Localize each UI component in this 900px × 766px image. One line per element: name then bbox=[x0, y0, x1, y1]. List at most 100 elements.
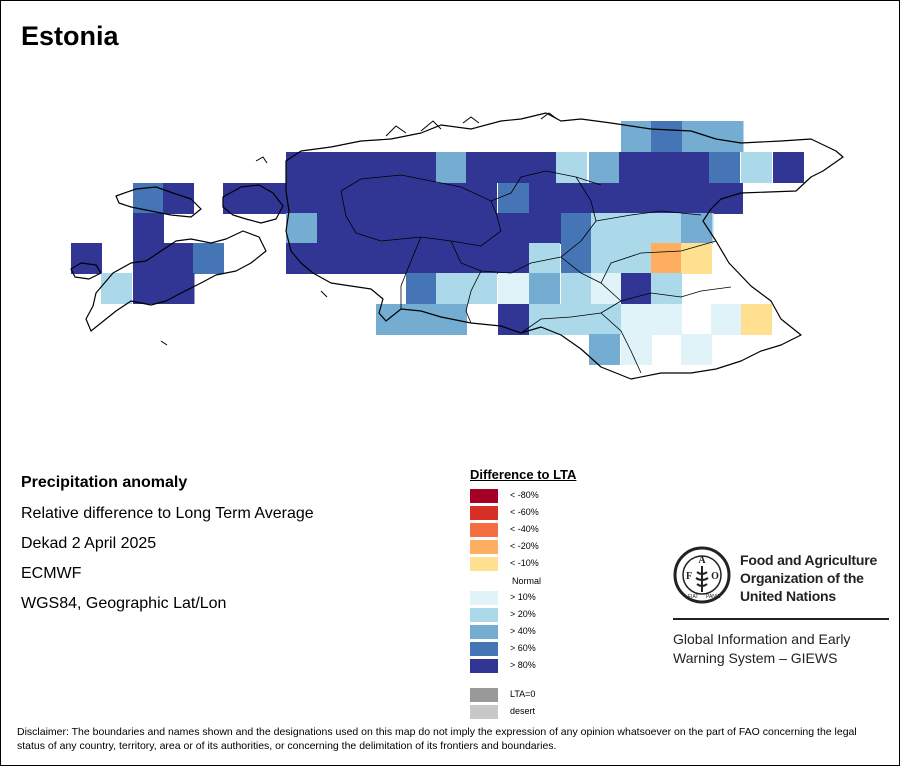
legend-swatch bbox=[470, 608, 498, 622]
anomaly-cell bbox=[529, 183, 560, 214]
legend-label: < -60% bbox=[510, 507, 539, 517]
anomaly-cell bbox=[620, 183, 652, 214]
map-subtitle: Relative difference to Long Term Average bbox=[21, 505, 314, 522]
anomaly-cell bbox=[253, 183, 285, 214]
anomaly-cell bbox=[498, 183, 529, 214]
legend-swatch bbox=[470, 688, 498, 702]
anomaly-cell bbox=[408, 243, 439, 274]
anomaly-cell bbox=[651, 273, 682, 304]
anomaly-cell bbox=[133, 243, 164, 274]
legend-item: Normal bbox=[470, 574, 630, 588]
anomaly-cell bbox=[317, 213, 348, 244]
anomaly-cell bbox=[712, 121, 744, 152]
legend-label: desert bbox=[510, 706, 536, 716]
anomaly-cell bbox=[681, 243, 712, 274]
legend-label: Normal bbox=[512, 576, 542, 586]
legend-item: > 80% bbox=[470, 659, 630, 673]
anomaly-cell bbox=[589, 334, 620, 365]
anomaly-cell bbox=[408, 152, 439, 183]
legend-item: < -10% bbox=[470, 557, 630, 571]
county-boundaries bbox=[340, 170, 732, 374]
legend-item: > 20% bbox=[470, 608, 630, 622]
muhu-outline bbox=[70, 262, 102, 280]
anomaly-cell bbox=[377, 243, 409, 274]
anomaly-cell bbox=[681, 183, 713, 214]
legend-item: LTA=0 bbox=[470, 688, 630, 702]
saaremaa-outline bbox=[85, 230, 267, 332]
anomaly-cell bbox=[621, 304, 652, 335]
map-period: Dekad 2 April 2025 bbox=[21, 535, 157, 552]
fao-divider bbox=[673, 618, 889, 620]
anomaly-cell bbox=[681, 334, 712, 365]
legend-swatch bbox=[470, 506, 498, 520]
map-title: Estonia bbox=[21, 21, 119, 51]
small-islands bbox=[160, 112, 558, 346]
hiiumaa-outline bbox=[222, 184, 284, 224]
anomaly-grid bbox=[71, 121, 804, 365]
anomaly-cell bbox=[347, 243, 378, 274]
legend-label: < -40% bbox=[510, 524, 539, 534]
anomaly-cell bbox=[712, 183, 743, 214]
anomaly-cell bbox=[499, 243, 531, 274]
anomaly-cell bbox=[591, 273, 622, 304]
anomaly-cell bbox=[561, 273, 592, 304]
legend-item: < -80% bbox=[470, 489, 630, 503]
anomaly-cell bbox=[500, 213, 531, 244]
map-projection: WGS84, Geographic Lat/Lon bbox=[21, 595, 227, 612]
fao-name-line2: Organization of the bbox=[740, 570, 864, 586]
legend-swatch bbox=[470, 659, 498, 673]
country-boundaries bbox=[70, 112, 844, 380]
anomaly-cell bbox=[436, 152, 467, 183]
anomaly-cell bbox=[316, 243, 348, 274]
anomaly-cell bbox=[741, 304, 772, 335]
legend-label: > 20% bbox=[510, 609, 536, 619]
svg-text:PANIS: PANIS bbox=[706, 594, 721, 600]
anomaly-cell bbox=[621, 243, 653, 274]
svg-text:A: A bbox=[698, 555, 706, 566]
legend-label: > 80% bbox=[510, 660, 536, 670]
anomaly-cell bbox=[621, 334, 652, 365]
legend-item: > 40% bbox=[470, 625, 630, 639]
anomaly-cell bbox=[466, 152, 497, 183]
legend-label: > 40% bbox=[510, 626, 536, 636]
legend-swatch bbox=[470, 705, 498, 719]
legend-heading: Precipitation anomaly bbox=[21, 474, 188, 491]
anomaly-cell bbox=[101, 273, 132, 304]
giews-line2: Warning System – GIEWS bbox=[673, 650, 838, 666]
anomaly-cell bbox=[496, 152, 527, 183]
anomaly-cell bbox=[466, 183, 497, 214]
anomaly-cell bbox=[286, 243, 317, 274]
anomaly-cell bbox=[316, 152, 348, 183]
anomaly-cell bbox=[439, 213, 470, 244]
anomaly-cell bbox=[436, 273, 467, 304]
anomaly-cell bbox=[621, 121, 652, 152]
fao-logo-icon: A F O FIAT PANIS bbox=[673, 546, 731, 604]
anomaly-cell bbox=[709, 152, 740, 183]
anomaly-cell bbox=[559, 183, 591, 214]
giews-line1: Global Information and Early bbox=[673, 631, 851, 647]
anomaly-cell bbox=[529, 273, 560, 304]
legend-item: < -40% bbox=[470, 523, 630, 537]
anomaly-cell bbox=[286, 213, 317, 244]
anomaly-cell bbox=[406, 183, 437, 214]
legend-item: < -20% bbox=[470, 540, 630, 554]
anomaly-cell bbox=[649, 152, 681, 183]
legend-item: desert bbox=[470, 705, 630, 719]
anomaly-cell bbox=[621, 213, 653, 244]
anomaly-cell bbox=[347, 152, 378, 183]
anomaly-cell bbox=[406, 273, 437, 304]
anomaly-cell bbox=[375, 183, 407, 214]
anomaly-cell bbox=[223, 183, 254, 214]
legend-label: > 60% bbox=[510, 643, 536, 653]
anomaly-cell bbox=[529, 304, 560, 335]
anomaly-cell bbox=[347, 213, 379, 244]
anomaly-cell bbox=[163, 243, 195, 274]
legend-label: < -20% bbox=[510, 541, 539, 551]
legend-item: > 10% bbox=[470, 591, 630, 605]
fao-name-line1: Food and Agriculture bbox=[740, 552, 878, 568]
anomaly-cell bbox=[741, 152, 772, 183]
estonia-mainland-outline bbox=[285, 112, 844, 380]
legend-swatch bbox=[470, 591, 498, 605]
anomaly-cell bbox=[526, 152, 558, 183]
anomaly-cell bbox=[651, 121, 682, 152]
